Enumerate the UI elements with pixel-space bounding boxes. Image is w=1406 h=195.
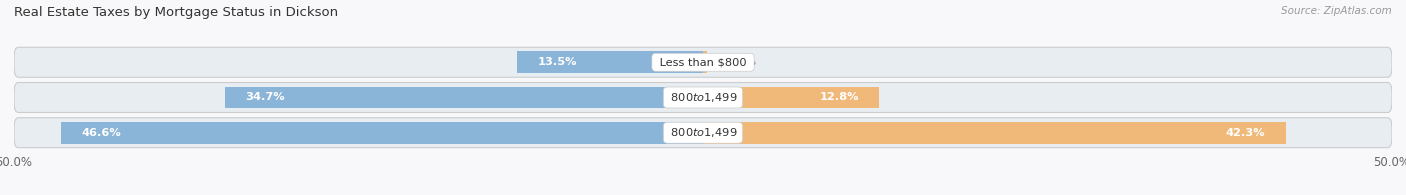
Bar	[225, 87, 703, 108]
Text: Less than $800: Less than $800	[655, 57, 751, 67]
Text: Real Estate Taxes by Mortgage Status in Dickson: Real Estate Taxes by Mortgage Status in …	[14, 6, 339, 19]
FancyBboxPatch shape	[14, 82, 1392, 113]
Text: 34.7%: 34.7%	[246, 92, 285, 103]
Text: Source: ZipAtlas.com: Source: ZipAtlas.com	[1281, 6, 1392, 16]
Text: $800 to $1,499: $800 to $1,499	[668, 91, 738, 104]
Text: 13.5%: 13.5%	[537, 57, 576, 67]
Bar	[517, 51, 703, 73]
Text: 46.6%: 46.6%	[82, 128, 121, 138]
FancyBboxPatch shape	[14, 47, 1392, 77]
Text: $800 to $1,499: $800 to $1,499	[668, 126, 738, 139]
Bar	[703, 87, 879, 108]
Bar	[60, 122, 703, 144]
FancyBboxPatch shape	[14, 118, 1392, 148]
Text: 0.28%: 0.28%	[721, 57, 756, 67]
Text: 12.8%: 12.8%	[820, 92, 859, 103]
Bar	[703, 51, 707, 73]
Text: 42.3%: 42.3%	[1226, 128, 1265, 138]
Bar	[703, 122, 1286, 144]
